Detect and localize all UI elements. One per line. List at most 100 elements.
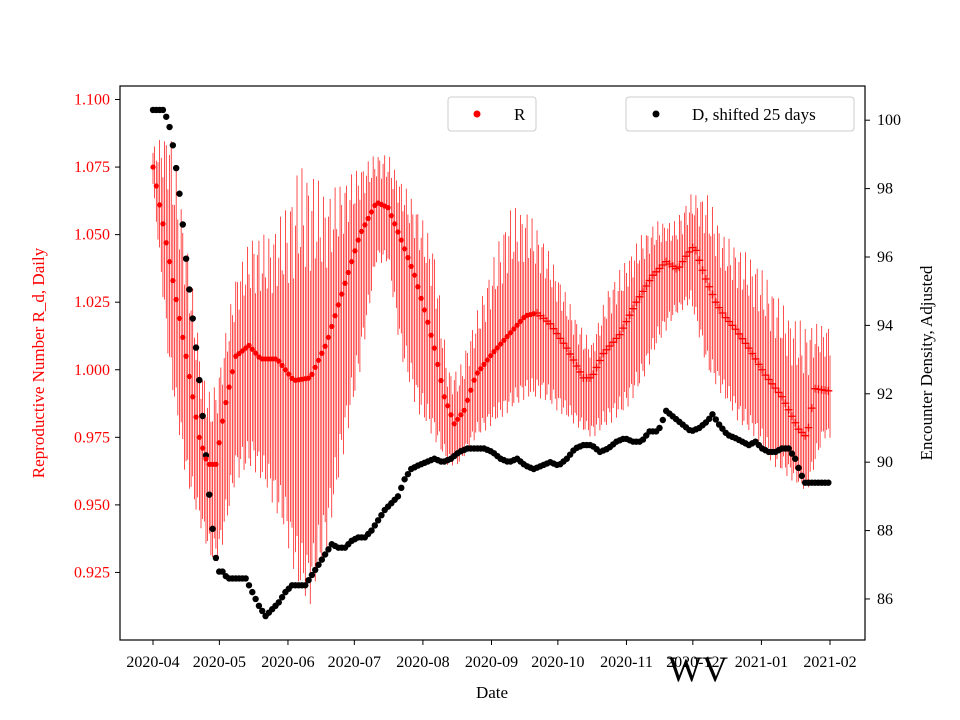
d-point xyxy=(163,113,170,120)
r-point xyxy=(734,329,743,338)
r-point xyxy=(531,311,537,317)
legend-d-marker xyxy=(652,110,660,118)
right-tick-label: 98 xyxy=(877,181,893,198)
r-point xyxy=(491,349,497,355)
r-point xyxy=(784,405,793,414)
r-point xyxy=(642,281,651,290)
r-point xyxy=(176,315,183,322)
d-point xyxy=(186,286,193,293)
r-point xyxy=(501,337,507,343)
legend-d-label: D, shifted 25 days xyxy=(692,105,816,124)
x-tick-label: 2020-08 xyxy=(396,654,449,671)
r-point xyxy=(329,323,335,330)
r-point xyxy=(481,361,487,367)
r-point xyxy=(163,240,169,246)
x-axis: 2020-04 2020-05 2020-06 2020-07 2020-08 2020-… xyxy=(126,640,857,671)
r-point xyxy=(559,339,568,348)
r-point xyxy=(474,370,481,376)
r-point xyxy=(494,345,500,351)
x-tick-label: 2021-02 xyxy=(803,654,856,671)
d-point xyxy=(785,445,792,452)
r-point xyxy=(715,303,724,312)
r-point xyxy=(595,356,604,365)
r-point xyxy=(691,246,700,255)
r-point xyxy=(718,309,727,318)
r-point xyxy=(170,277,176,284)
right-tick-label: 94 xyxy=(877,317,893,334)
d-point xyxy=(398,484,405,492)
r-point xyxy=(392,221,398,227)
r-point xyxy=(781,399,790,408)
r-point xyxy=(774,388,783,397)
d-point xyxy=(209,525,216,533)
r-point xyxy=(695,256,704,265)
d-point xyxy=(315,561,322,568)
r-point xyxy=(203,456,209,462)
r-point xyxy=(200,445,206,451)
d-point xyxy=(219,568,226,575)
r-point xyxy=(777,392,786,401)
d-point xyxy=(404,470,412,478)
r-point xyxy=(731,325,740,334)
r-point xyxy=(229,369,236,375)
d-point xyxy=(371,522,379,529)
d-point xyxy=(656,424,663,432)
r-point xyxy=(319,350,325,356)
r-point xyxy=(431,345,437,351)
d-point xyxy=(255,602,263,610)
d-point xyxy=(169,142,177,149)
r-point xyxy=(751,354,760,363)
right-tick-label: 92 xyxy=(877,386,893,403)
plot-frame xyxy=(119,85,866,641)
r-point xyxy=(589,370,598,379)
r-point xyxy=(385,205,391,211)
left-tick-label: 0.975 xyxy=(74,429,110,446)
r-point xyxy=(787,412,796,421)
d-point xyxy=(189,315,196,322)
d-point xyxy=(378,511,385,519)
legend-d-box xyxy=(625,96,855,132)
right-tick-label: 86 xyxy=(877,591,893,608)
right-tick-label: 90 xyxy=(877,454,893,471)
d-point xyxy=(259,607,266,615)
left-tick-label: 0.925 xyxy=(74,564,110,581)
r-point xyxy=(678,257,687,266)
d-point xyxy=(172,164,180,172)
d-point xyxy=(374,517,382,524)
x-tick-label: 2020-06 xyxy=(261,654,314,671)
left-tick-label: 1.100 xyxy=(74,92,110,109)
r-point xyxy=(421,307,428,313)
d-point xyxy=(659,416,667,424)
r-point xyxy=(173,296,179,303)
d-point xyxy=(318,556,326,563)
d-point xyxy=(199,412,206,420)
r-point xyxy=(325,334,332,340)
r-point xyxy=(339,291,345,297)
legend-r-label: R xyxy=(514,105,526,124)
d-point xyxy=(321,551,329,558)
r-point xyxy=(279,362,285,369)
right-y-axis: 86 88 90 92 94 96 98 100 xyxy=(865,112,901,608)
r-point xyxy=(791,418,800,427)
r-point xyxy=(632,298,641,307)
r-point xyxy=(226,384,232,390)
r-point xyxy=(701,275,710,284)
x-axis-title: Date xyxy=(476,683,508,702)
r-point xyxy=(405,255,411,261)
legend-r-box xyxy=(447,96,537,132)
x-tick-label: 2020-05 xyxy=(193,654,246,671)
r-point xyxy=(681,252,690,261)
legend-r: R xyxy=(447,96,537,132)
r-point xyxy=(352,248,358,254)
d-point xyxy=(712,416,719,423)
r-point xyxy=(517,318,524,324)
r-point xyxy=(332,313,338,319)
r-point xyxy=(705,282,714,291)
r-point xyxy=(458,412,464,418)
r-point xyxy=(471,377,477,383)
r-point xyxy=(804,423,813,432)
d-point xyxy=(305,576,312,584)
r-point xyxy=(398,237,404,243)
r-point xyxy=(365,215,371,222)
